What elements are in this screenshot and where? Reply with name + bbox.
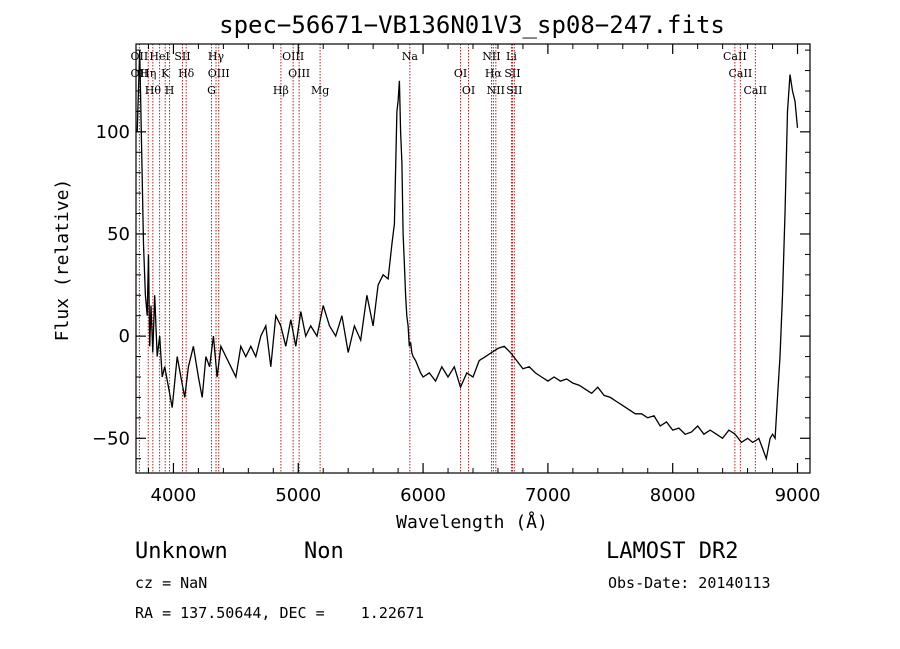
y-tick-label: 50 xyxy=(107,224,130,245)
line-label: OIII xyxy=(208,67,230,80)
line-label: SII xyxy=(504,67,520,80)
y-tick-label: 0 xyxy=(119,326,130,347)
line-label: H xyxy=(165,84,175,97)
y-tick-label: −50 xyxy=(92,428,130,449)
line-label: Hα xyxy=(485,67,503,80)
line-label: NII xyxy=(482,50,500,63)
line-label: CaII xyxy=(723,50,747,63)
object-class: Unknown xyxy=(135,539,228,564)
x-tick-label: 6000 xyxy=(400,485,446,506)
chart-title: spec−56671−VB136N01V3_sp08−247.fits xyxy=(219,11,725,39)
coordinates: RA = 137.50644, DEC = 1.22671 xyxy=(135,604,424,622)
line-label: Mg xyxy=(311,84,329,97)
line-label: SII xyxy=(506,84,522,97)
x-tick-label: 7000 xyxy=(525,485,571,506)
line-label: NII xyxy=(487,84,505,97)
x-tick-label: 8000 xyxy=(650,485,696,506)
line-label: SII xyxy=(174,50,190,63)
line-label: OIII xyxy=(282,50,304,63)
line-label: Hη xyxy=(140,67,156,80)
line-label: OI xyxy=(454,67,467,80)
y-axis-ticks: −50 0 50 100 xyxy=(92,49,810,460)
line-label: Hδ xyxy=(178,67,195,80)
line-label: Hθ xyxy=(145,84,162,97)
line-label: OI xyxy=(462,84,475,97)
x-tick-label: 5000 xyxy=(275,485,321,506)
observation-date: Obs-Date: 20140113 xyxy=(608,574,771,592)
survey-name: LAMOST DR2 xyxy=(606,539,739,564)
plot-frame xyxy=(135,43,811,474)
line-label: Hγ xyxy=(208,50,225,63)
x-axis-label: Wavelength (Å) xyxy=(396,511,548,533)
x-axis-ticks: 4000 5000 6000 7000 8000 9000 xyxy=(147,44,821,506)
x-tick-label: 9000 xyxy=(775,485,821,506)
line-label: Na xyxy=(402,50,419,63)
redshift-cz: cz = NaN xyxy=(135,574,208,592)
line-label: HeI xyxy=(149,50,169,63)
y-tick-label: 100 xyxy=(96,122,130,143)
line-label: K xyxy=(161,67,170,80)
line-label: CaII xyxy=(729,67,753,80)
line-label: G xyxy=(207,84,216,97)
emission-line-labels: OIIOIIHηHθHeIKHSIIHδGHγOIIIHβOIIIOIIIMgN… xyxy=(131,50,768,97)
spectrum-series xyxy=(136,50,799,462)
object-subclass: Non xyxy=(304,539,344,564)
emission-line-markers xyxy=(138,44,756,473)
line-label: Hβ xyxy=(273,84,289,97)
y-axis-label: Flux (relative) xyxy=(52,179,73,342)
line-label: OIII xyxy=(288,67,310,80)
line-label: Li xyxy=(506,50,517,63)
line-label: CaII xyxy=(743,84,767,97)
x-tick-label: 4000 xyxy=(151,485,197,506)
